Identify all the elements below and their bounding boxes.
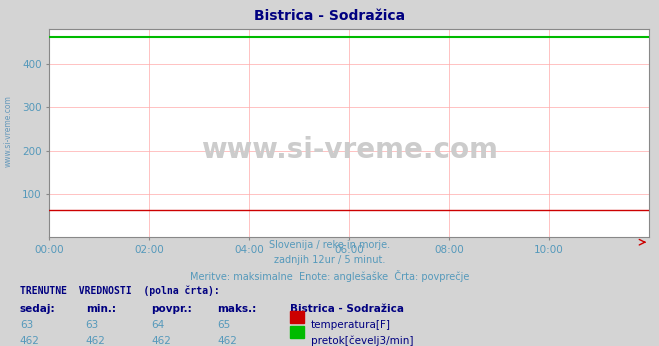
Text: www.si-vreme.com: www.si-vreme.com [201,136,498,164]
Text: pretok[čevelj3/min]: pretok[čevelj3/min] [311,336,414,346]
Text: Bistrica - Sodražica: Bistrica - Sodražica [290,304,404,314]
Text: povpr.:: povpr.: [152,304,192,314]
Text: 462: 462 [86,336,105,346]
Text: 63: 63 [86,320,99,330]
Text: 63: 63 [20,320,33,330]
Text: Bistrica - Sodražica: Bistrica - Sodražica [254,9,405,22]
Text: temperatura[F]: temperatura[F] [311,320,391,330]
Text: 462: 462 [217,336,237,346]
Text: www.si-vreme.com: www.si-vreme.com [3,95,13,167]
Text: sedaj:: sedaj: [20,304,55,314]
Text: Slovenija / reke in morje.
zadnjih 12ur / 5 minut.
Meritve: maksimalne  Enote: a: Slovenija / reke in morje. zadnjih 12ur … [190,240,469,282]
Text: maks.:: maks.: [217,304,257,314]
Text: TRENUTNE  VREDNOSTI  (polna črta):: TRENUTNE VREDNOSTI (polna črta): [20,285,219,296]
Text: 462: 462 [20,336,40,346]
Text: min.:: min.: [86,304,116,314]
Text: 65: 65 [217,320,231,330]
Text: 462: 462 [152,336,171,346]
Text: 64: 64 [152,320,165,330]
